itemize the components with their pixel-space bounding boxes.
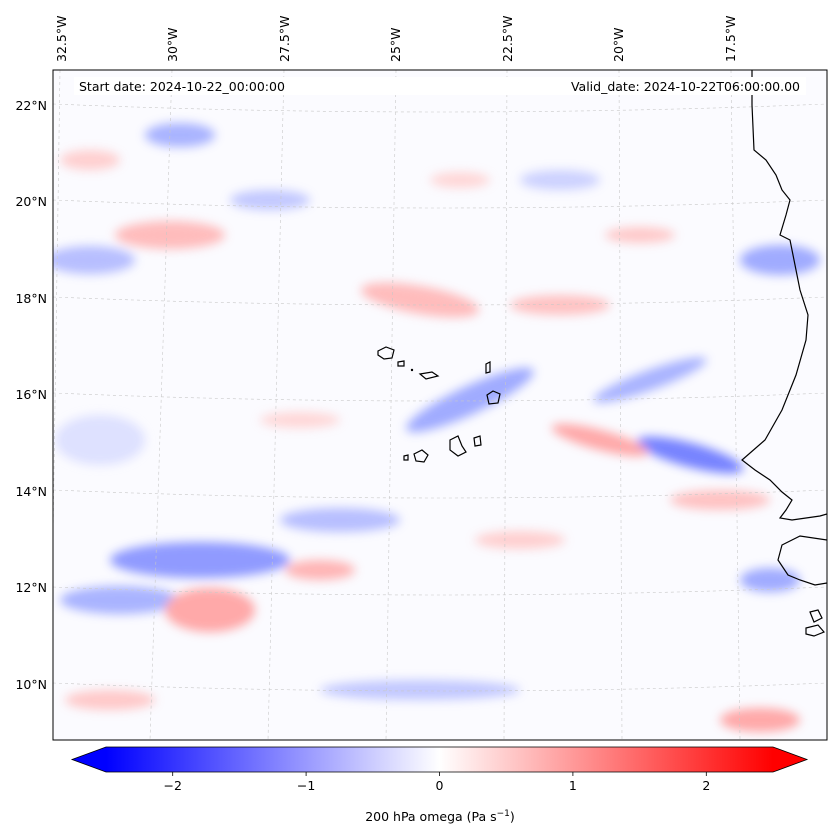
negative-omega-patch [406,367,534,433]
graticule [53,70,827,740]
lon-label: 32.5°W [54,16,69,62]
negative-omega-patch [230,190,310,210]
parallel [53,296,827,306]
island-outline [473,435,482,447]
african-coastline-south [777,535,827,586]
parallel [53,199,827,209]
colorbar-max-extend [773,747,807,772]
colorbar-tick-label: 1 [569,778,577,793]
date-banner [74,77,806,95]
negative-omega-patch [280,508,400,532]
positive-omega-patch [285,560,355,580]
colorbar-min-extend [72,747,106,772]
meridian [730,70,741,740]
meridian [503,70,508,740]
positive-omega-patch [65,690,155,710]
lon-label: 17.5°W [723,16,738,62]
parallel [53,489,827,499]
meridian [267,70,285,740]
colorbar-ticks: −2 −1 0 1 2 [163,772,710,793]
positive-omega-patch [60,150,120,170]
colorbar-tick-label: −1 [297,778,315,793]
lat-label: 14°N [15,484,47,499]
negative-omega-patch [55,415,145,465]
island-outline [486,390,501,405]
negative-omega-patch [320,680,520,700]
positive-omega-patch [670,490,770,510]
colorbar-label: 200 hPa omega (Pa s−1) [365,809,515,824]
islet-dot [410,368,414,372]
map-panel: Start date: 2024-10-22_00:00:00 Valid_da… [52,69,828,741]
omega-field [53,123,820,732]
parallel [53,682,827,692]
island-outline [418,371,440,380]
island-outline [485,361,491,374]
lat-label: 22°N [15,98,47,113]
lon-label: 30°W [165,27,180,62]
colorbar-tick-label: 0 [436,778,444,793]
valid-date-label: Valid_date: 2024-10-22T06:00:00.00 [571,79,800,94]
longitude-labels: 32.5°W 30°W 27.5°W 25°W 22.5°W 20°W 17.5… [54,16,738,62]
lon-label: 25°W [388,27,403,62]
positive-omega-patch [510,295,610,315]
positive-omega-patch [720,708,800,732]
negative-omega-patch [60,586,180,614]
negative-omega-patch [740,568,800,592]
island-outline [449,435,467,457]
negative-omega-patch [110,542,290,578]
meridian [618,70,623,740]
lat-label: 20°N [15,194,47,209]
african-coastline [741,70,827,521]
lat-label: 18°N [15,291,47,306]
coastline [377,70,827,637]
colorbar-tick-label: −2 [163,778,181,793]
parallel [53,103,827,113]
positive-omega-patch [605,227,675,243]
colorbar-tick-label: 2 [702,778,710,793]
negative-omega-patch [636,436,744,474]
island-outline [397,360,405,367]
meridian [385,70,397,740]
lat-label: 10°N [15,677,47,692]
island-outline [403,454,409,461]
parallel [53,392,827,402]
latitude-labels: 22°N 20°N 18°N 16°N 14°N 12°N 10°N [15,98,47,692]
positive-omega-patch [430,172,490,188]
map-frame [52,69,828,741]
positive-omega-patch [165,588,255,632]
colorbar-outline [70,746,809,773]
positive-omega-patch [260,412,340,428]
positive-omega-patch [360,282,480,318]
lon-label: 20°W [611,27,626,62]
colorbar: −2 −1 0 1 2 200 hPa omega (Pa s−1) [70,746,809,824]
island-outline [805,624,826,637]
meridian [149,70,173,740]
island-outline [413,449,429,463]
positive-omega-patch [551,423,649,457]
negative-omega-patch [593,357,707,403]
negative-omega-patch [145,123,215,147]
positive-omega-patch [475,531,565,549]
island-outline [809,609,823,623]
lat-label: 16°N [15,387,47,402]
positive-omega-patch [115,221,225,249]
start-date-label: Start date: 2024-10-22_00:00:00 [79,79,285,94]
negative-omega-patch [520,170,600,190]
negative-omega-patch [53,246,135,274]
island-outline [377,346,395,360]
lon-label: 27.5°W [277,16,292,62]
lat-label: 12°N [15,580,47,595]
parallel [53,586,827,596]
colorbar-body [106,747,773,772]
lon-label: 22.5°W [500,16,515,62]
negative-omega-patch [740,245,820,275]
